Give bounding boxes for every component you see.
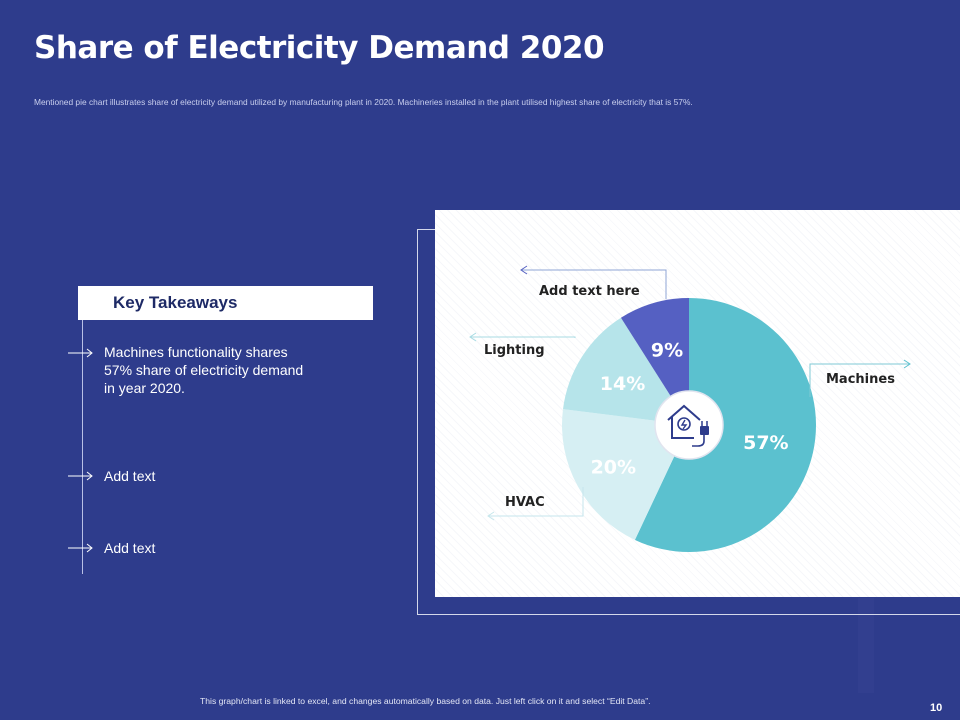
callout-line-hvac: [488, 487, 584, 517]
arrow-right-icon: [903, 359, 911, 369]
decorative-bar: [858, 598, 874, 693]
slide-subtitle: Mentioned pie chart illustrates share of…: [34, 97, 693, 107]
pie-slice-hvac[interactable]: [562, 409, 689, 540]
chart-frame-left: [417, 229, 418, 615]
arrow-left-icon: [469, 332, 477, 342]
page-number: 10: [930, 702, 943, 714]
takeaway-item: Add text: [104, 540, 156, 556]
arrow-right-icon: [68, 543, 93, 553]
slide-title: Share of Electricity Demand 2020: [34, 30, 605, 66]
arrow-right-icon: [68, 348, 93, 358]
arrow-left-icon: [487, 511, 495, 521]
footer-note: This graph/chart is linked to excel, and…: [200, 696, 651, 706]
label-lighting: Lighting: [484, 343, 545, 358]
chart-frame-bottom: [417, 614, 960, 615]
takeaways-vertical-line: [82, 320, 83, 574]
arrow-left-icon: [520, 265, 528, 275]
key-takeaways-heading: Key Takeaways: [78, 286, 373, 320]
pie-slice-add-text-here[interactable]: [620, 298, 689, 425]
label-hvac: HVAC: [505, 495, 545, 510]
callout-line-machines: [809, 363, 910, 397]
pie-value-label: 9%: [651, 339, 683, 361]
pie-value-label: 57%: [743, 432, 788, 454]
smart-home-plug-icon: [654, 390, 724, 460]
takeaway-item: Add text: [104, 468, 156, 484]
pie-value-label: 20%: [591, 457, 636, 479]
arrow-right-icon: [68, 471, 93, 481]
pie-slice-lighting[interactable]: [563, 317, 689, 425]
label-other: Add text here: [539, 284, 640, 299]
callout-lines: [470, 269, 910, 517]
pie-value-label: 14%: [600, 373, 645, 395]
pie-slice-machines[interactable]: [634, 298, 817, 553]
label-machines: Machines: [826, 372, 895, 387]
takeaway-item: Machines functionality shares 57% share …: [104, 344, 304, 396]
callout-line-other: [522, 269, 667, 299]
callout-line-lighting: [470, 336, 576, 338]
